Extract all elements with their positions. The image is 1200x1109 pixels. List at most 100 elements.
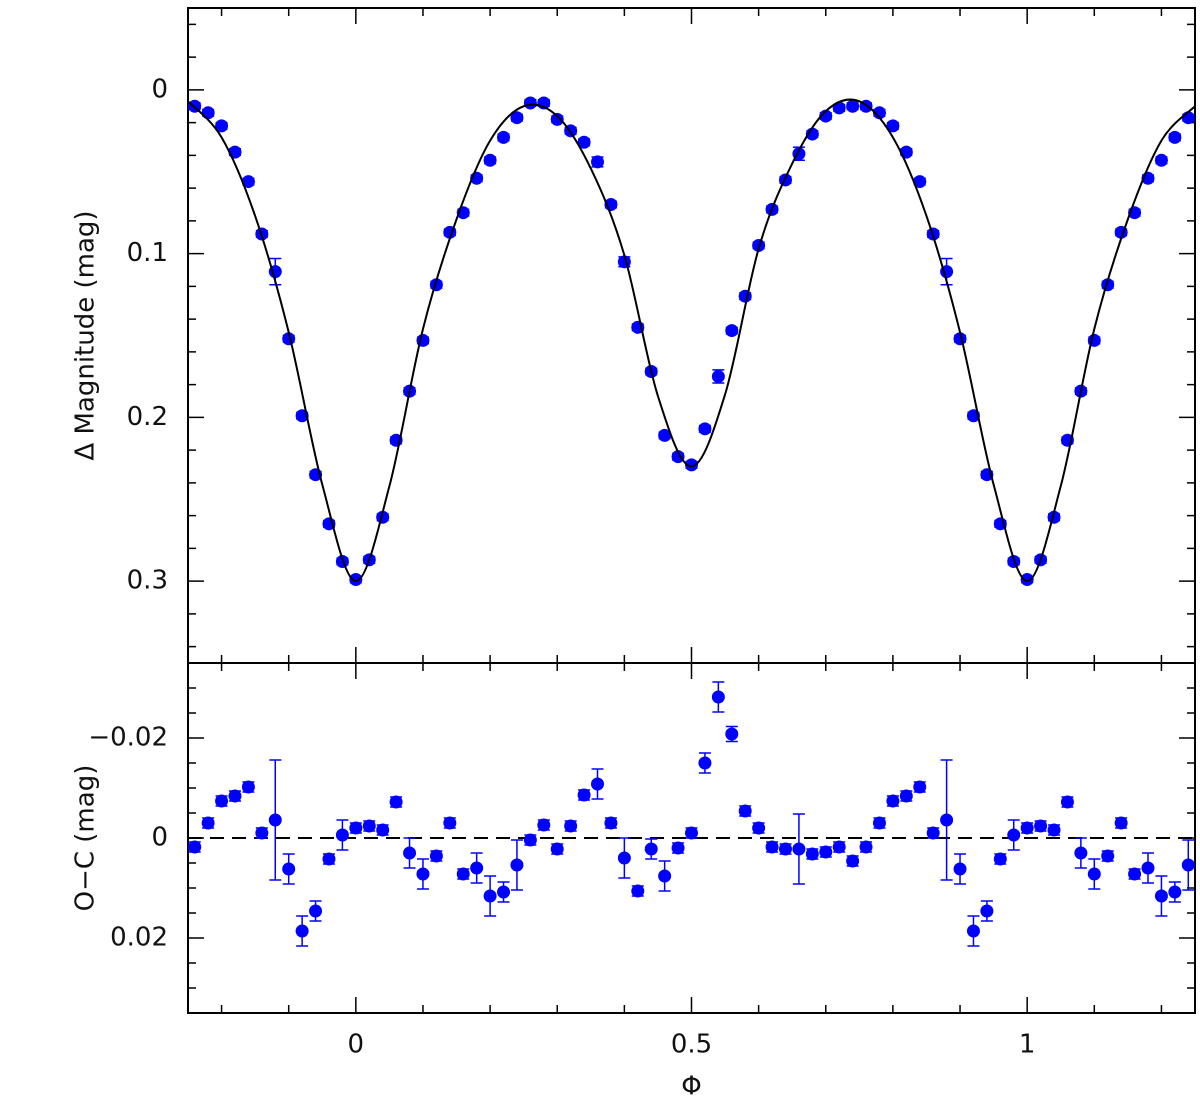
data-point — [215, 119, 229, 133]
data-point — [201, 816, 215, 830]
data-point — [725, 727, 739, 741]
data-point — [282, 862, 296, 876]
data-point — [550, 842, 564, 856]
data-point — [1020, 821, 1034, 835]
data-point — [1141, 861, 1155, 875]
data-point — [886, 119, 900, 133]
data-point — [268, 813, 282, 827]
x-tick-label: 0.5 — [671, 1030, 712, 1060]
y-tick-label: 0 — [151, 823, 168, 853]
data-point — [362, 819, 376, 833]
data-point — [1168, 885, 1182, 899]
data-point — [389, 795, 403, 809]
x-tick-label: 0 — [348, 1030, 365, 1060]
data-point — [604, 816, 618, 830]
data-point — [926, 826, 940, 840]
data-point — [899, 789, 913, 803]
data-point — [711, 690, 725, 704]
y-axis-label: O−C (mag) — [71, 765, 101, 912]
data-point — [711, 369, 725, 383]
x-tick-label: 1 — [1019, 1030, 1036, 1060]
data-point — [470, 861, 484, 875]
data-point — [778, 842, 792, 856]
data-point — [416, 867, 430, 881]
data-point — [698, 756, 712, 770]
y-tick-label: 0.02 — [110, 923, 168, 953]
data-point — [872, 816, 886, 830]
data-point — [591, 777, 605, 791]
data-point — [805, 847, 819, 861]
data-point — [886, 794, 900, 808]
y-tick-label: 0.2 — [127, 402, 168, 432]
data-point — [349, 572, 363, 586]
data-point — [631, 884, 645, 898]
data-point — [295, 924, 309, 938]
data-point — [1168, 130, 1182, 144]
data-point — [846, 99, 860, 113]
data-point — [913, 780, 927, 794]
data-point — [1128, 867, 1142, 881]
data-point — [671, 450, 685, 464]
data-point — [1087, 867, 1101, 881]
data-point — [188, 840, 202, 854]
data-point — [403, 846, 417, 860]
y-axis-label: Δ Magnitude (mag) — [71, 210, 101, 460]
data-point — [376, 823, 390, 837]
data-point — [940, 813, 954, 827]
y-tick-label: 0.3 — [127, 566, 168, 596]
data-point — [685, 826, 698, 840]
data-point — [1181, 858, 1195, 872]
data-point — [966, 924, 980, 938]
data-point — [349, 821, 363, 835]
data-point — [993, 852, 1007, 866]
data-point — [738, 289, 752, 303]
data-point — [497, 885, 511, 899]
data-point — [523, 96, 537, 110]
data-point — [792, 842, 806, 856]
data-point — [671, 841, 685, 855]
data-point — [725, 324, 739, 338]
data-point — [872, 106, 886, 120]
data-point — [550, 112, 564, 126]
data-point — [523, 833, 537, 847]
data-point — [429, 849, 443, 863]
data-point — [577, 135, 591, 149]
data-point — [591, 155, 605, 169]
data-point — [483, 153, 497, 167]
data-point — [241, 175, 255, 189]
data-point — [1074, 846, 1088, 860]
data-point — [698, 422, 712, 436]
data-point — [510, 111, 524, 125]
data-point — [510, 858, 524, 872]
data-point — [1114, 816, 1128, 830]
data-point — [953, 862, 967, 876]
data-point — [859, 840, 873, 854]
data-point — [564, 819, 578, 833]
y-tick-label: 0.1 — [127, 238, 168, 268]
data-point — [644, 842, 658, 856]
data-point — [483, 889, 497, 903]
data-point — [255, 826, 269, 840]
data-point — [443, 816, 457, 830]
data-point — [1047, 823, 1061, 837]
data-point — [1020, 572, 1034, 586]
data-point — [201, 106, 215, 120]
data-point — [309, 904, 323, 918]
data-point — [846, 854, 860, 868]
data-point — [980, 904, 994, 918]
x-axis-label: Φ — [681, 1072, 701, 1102]
data-point — [1034, 819, 1048, 833]
data-point — [819, 845, 833, 859]
y-tick-label: 0 — [151, 74, 168, 104]
data-point — [228, 789, 242, 803]
data-point — [497, 130, 511, 144]
data-point — [335, 828, 349, 842]
data-point — [376, 510, 390, 524]
data-point — [537, 818, 551, 832]
data-point — [658, 428, 672, 442]
data-point — [322, 852, 336, 866]
data-point — [832, 840, 846, 854]
data-point — [819, 109, 833, 123]
data-point — [738, 804, 752, 818]
